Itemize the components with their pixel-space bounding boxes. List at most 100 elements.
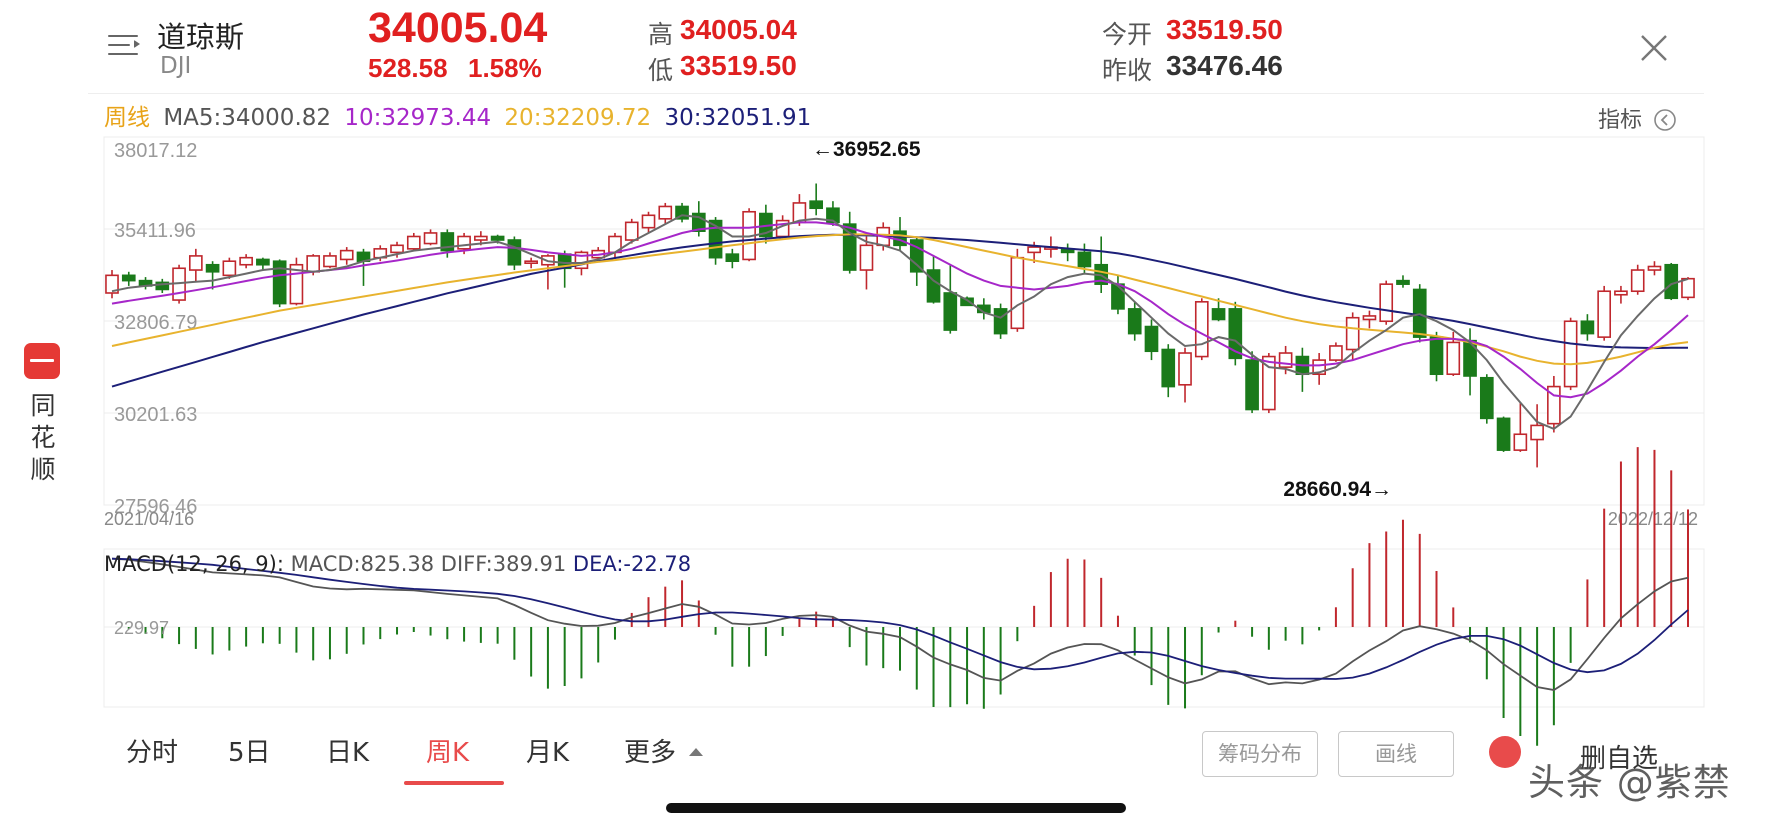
candle-body	[1228, 308, 1243, 360]
diff-line	[111, 557, 1689, 691]
tab-0[interactable]: 分时	[126, 738, 179, 768]
macd-legend: MACD(12, 26, 9): MACD:825.38 DIFF:389.91…	[104, 552, 691, 576]
current-price: 34005.04	[368, 4, 548, 52]
candle-body	[1010, 256, 1025, 330]
candle-body	[1614, 290, 1628, 296]
tab-3[interactable]: 周K	[426, 738, 470, 768]
close-icon[interactable]	[1640, 34, 1668, 62]
candle-body	[390, 244, 404, 254]
candle-body	[188, 255, 203, 271]
prev-close-value: 33476.46	[1166, 50, 1283, 81]
chip-distribution-button[interactable]: 筹码分布	[1202, 731, 1318, 777]
candle-body	[1245, 359, 1259, 411]
brand-logo[interactable]	[24, 343, 60, 379]
candle-body	[624, 221, 639, 241]
candle-body	[658, 205, 673, 220]
draw-line-button[interactable]: 画线	[1338, 731, 1454, 777]
candle-body	[1396, 279, 1410, 285]
candle-body	[1027, 246, 1041, 254]
candle-body	[993, 308, 1008, 335]
price-change-pct: 1.58%	[468, 53, 542, 83]
y-tick-label: 27596.46	[114, 496, 197, 518]
brand-name: 同 花 顺	[28, 390, 58, 486]
menu-icon[interactable]	[108, 33, 140, 57]
remove-favorite-button[interactable]: 删自选	[1580, 744, 1659, 774]
low-label: 低	[648, 56, 674, 85]
candle-body	[1329, 345, 1343, 361]
candle-body	[457, 235, 471, 250]
candle-body	[1496, 417, 1511, 451]
high-label: 高	[648, 20, 674, 49]
candle-body	[406, 235, 421, 250]
period-label: 周线	[104, 105, 150, 131]
candle-body	[323, 255, 337, 268]
candle-body	[256, 258, 270, 266]
indicator-label: 指标	[1598, 108, 1643, 133]
candle-body	[1446, 341, 1461, 376]
stock-code: DJI	[160, 53, 192, 79]
brand-char: 顺	[30, 455, 56, 484]
candle-body	[943, 292, 958, 331]
candle-body	[1530, 424, 1544, 441]
candle-body	[1664, 263, 1679, 300]
candle-body	[826, 207, 840, 224]
y-tick-label: 32806.79	[114, 312, 197, 334]
candle-body	[1681, 277, 1695, 299]
candle-body	[1161, 348, 1176, 388]
candle-body	[339, 249, 354, 261]
candle-body	[1211, 308, 1226, 321]
y-tick-label: 30201.63	[114, 404, 197, 426]
max-annotation: ←36952.65	[812, 138, 921, 161]
low-value: 33519.50	[680, 50, 797, 81]
ma10-line	[111, 221, 1689, 399]
home-indicator	[666, 803, 1126, 813]
candle-body	[1077, 251, 1092, 268]
brand-char: 花	[30, 423, 56, 452]
candle-body	[490, 235, 505, 241]
candle-body	[926, 269, 941, 303]
candle-body	[1178, 352, 1192, 386]
candle-body	[641, 214, 656, 229]
candle-body	[239, 256, 253, 266]
candle-body	[1345, 316, 1360, 351]
candle-body	[1630, 269, 1645, 293]
candle-body	[1513, 433, 1528, 451]
candle-body	[507, 239, 522, 266]
candle-body	[859, 244, 874, 271]
ma10-label: 10:32973.44	[344, 105, 492, 131]
candle-body	[960, 297, 974, 307]
candle-body	[121, 274, 136, 282]
y-tick-label: 35411.96	[114, 220, 196, 242]
stock-name: 道琼斯	[157, 20, 245, 54]
header-divider	[88, 93, 1704, 94]
fav-dot-icon[interactable]	[1489, 736, 1521, 768]
candle-body	[809, 200, 824, 210]
tab-5[interactable]: 更多	[624, 738, 677, 768]
candle-body	[1144, 325, 1159, 353]
open-label: 今开	[1102, 20, 1153, 49]
ma30-label: 30:32051.91	[664, 105, 812, 131]
brand-logo-mark	[30, 359, 54, 362]
ma20-line	[111, 233, 1689, 366]
dea-line	[111, 557, 1689, 680]
candle-body	[1362, 315, 1377, 321]
indicator-button[interactable]: 指标	[1598, 102, 1677, 134]
ma5-line	[111, 214, 1689, 431]
tab-2[interactable]: 日K	[326, 738, 370, 768]
candle-body	[1111, 283, 1125, 310]
candle-body	[524, 260, 538, 265]
candle-body	[1127, 308, 1142, 335]
caret-up-icon	[689, 748, 703, 756]
candle-body	[1194, 301, 1209, 358]
tab-4[interactable]: 月K	[526, 738, 570, 768]
tab-1[interactable]: 5日	[228, 738, 271, 768]
candle-body	[1379, 283, 1394, 323]
candle-body	[725, 253, 740, 263]
candle-body	[1563, 320, 1578, 388]
candle-body	[155, 281, 170, 291]
prev-close-label: 昨收	[1102, 56, 1153, 85]
candle-body	[1429, 336, 1444, 376]
high-value: 34005.04	[680, 14, 797, 45]
y-tick-label: 38017.12	[114, 140, 197, 162]
